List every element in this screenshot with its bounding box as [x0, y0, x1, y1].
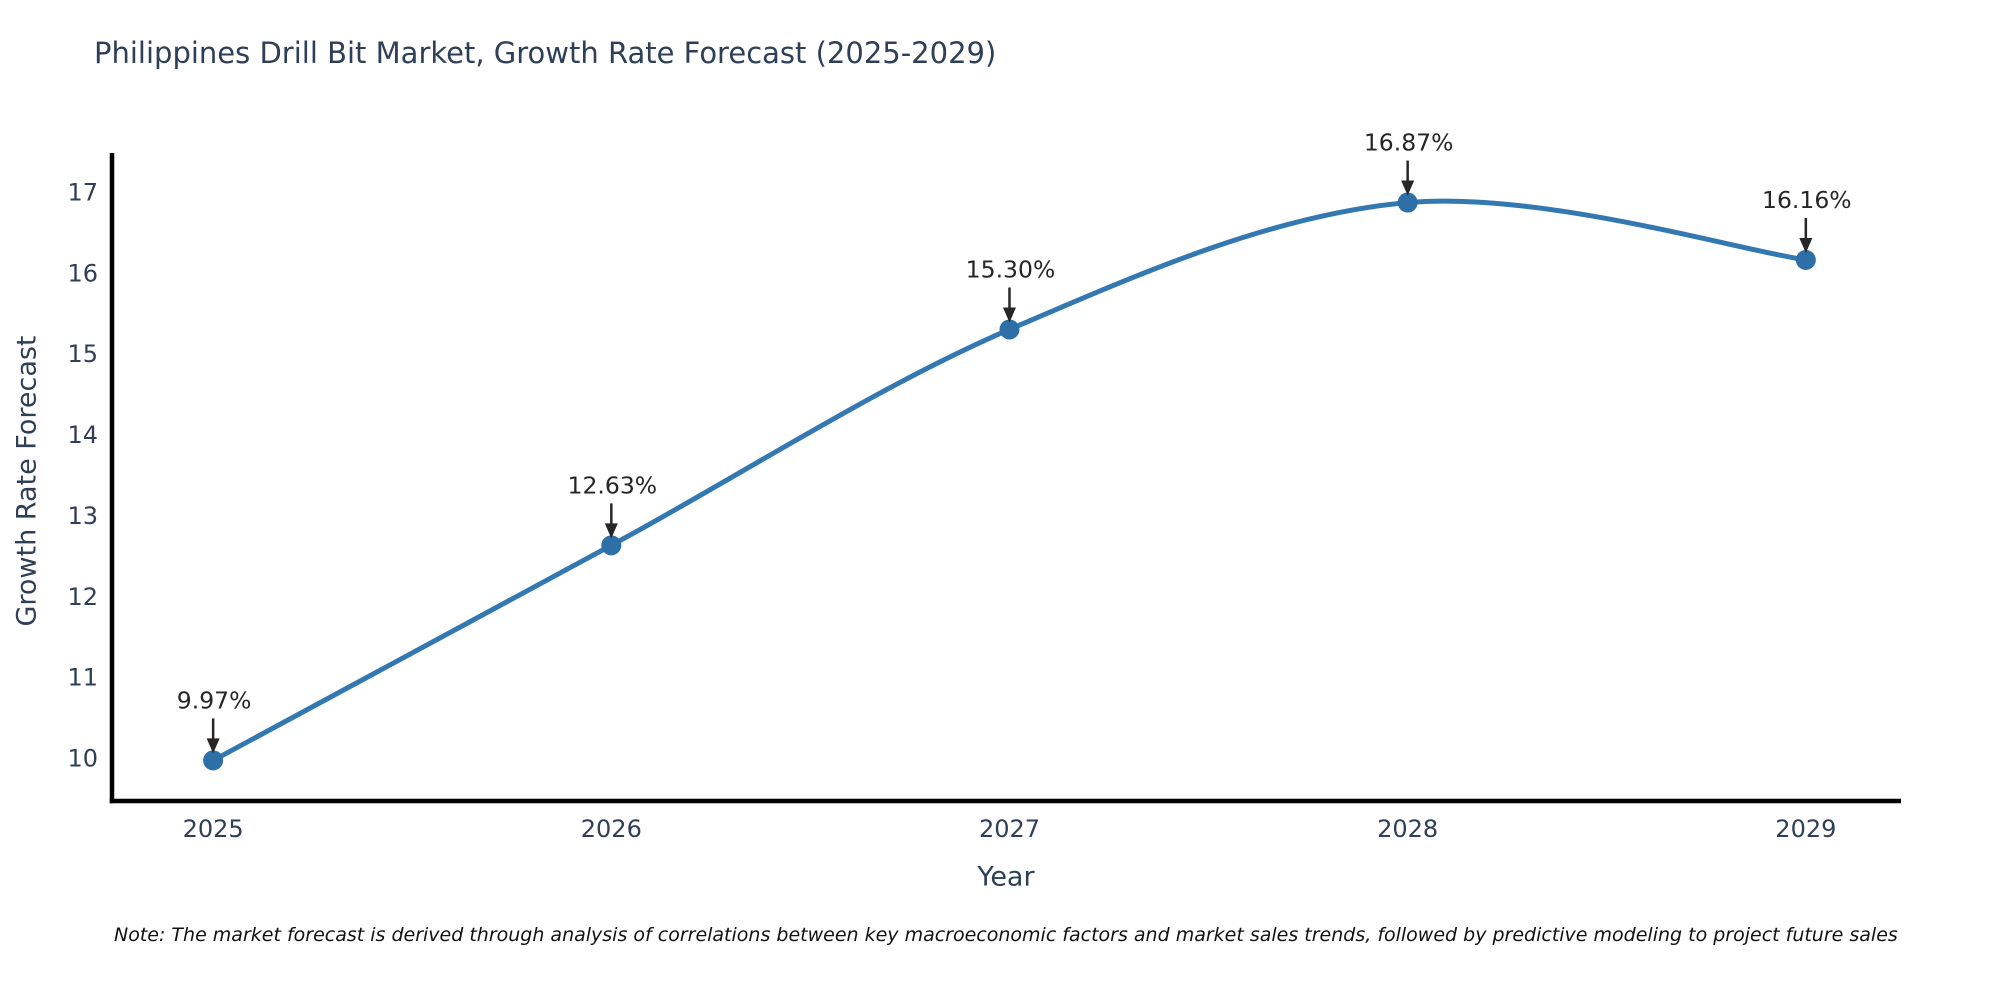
y-tick-label: 13 — [67, 502, 98, 530]
x-axis-title: Year — [977, 861, 1035, 893]
annotation-arrowhead-icon — [206, 738, 220, 754]
y-tick-label: 16 — [67, 259, 98, 287]
annotation-arrowhead-icon — [604, 523, 618, 539]
data-point-label: 16.16% — [1762, 186, 1852, 214]
data-point-label: 12.63% — [568, 471, 658, 499]
data-point-label: 16.87% — [1364, 129, 1454, 157]
y-tick-label: 12 — [67, 583, 98, 611]
x-tick-label: 2027 — [979, 815, 1040, 843]
x-tick-label: 2026 — [581, 815, 642, 843]
x-tick-label: 2029 — [1775, 815, 1836, 843]
y-tick-label: 14 — [67, 421, 98, 449]
data-point-label: 15.30% — [966, 255, 1056, 283]
data-point-marker — [999, 319, 1020, 340]
footnote: Note: The market forecast is derived thr… — [114, 924, 1898, 946]
data-point-marker — [1397, 192, 1418, 213]
y-tick-label: 10 — [67, 744, 98, 772]
annotation-arrowhead-icon — [1401, 180, 1415, 196]
page-title: Philippines Drill Bit Market, Growth Rat… — [94, 36, 997, 70]
annotation-arrowhead-icon — [1002, 307, 1016, 323]
x-tick-label: 2028 — [1377, 815, 1438, 843]
series-line — [211, 198, 1807, 763]
x-tick-label: 2025 — [183, 815, 244, 843]
data-point-label: 9.97% — [177, 686, 252, 714]
y-axis-title: Growth Rate Forecast — [11, 335, 43, 627]
data-point-marker — [1795, 249, 1816, 270]
y-tick-label: 11 — [67, 664, 98, 692]
annotation-arrowhead-icon — [1799, 237, 1813, 253]
y-tick-label: 17 — [67, 179, 98, 207]
data-point-marker — [203, 750, 224, 771]
data-point-marker — [601, 535, 622, 556]
y-tick-label: 15 — [67, 340, 98, 368]
